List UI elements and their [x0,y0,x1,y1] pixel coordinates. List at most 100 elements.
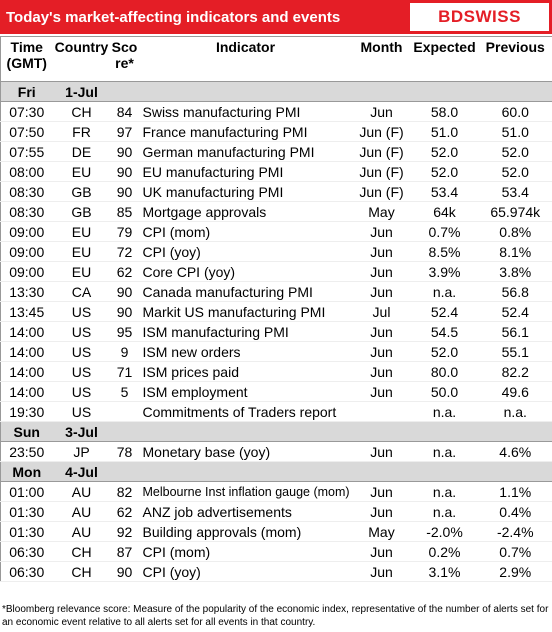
cell: 13:30 [0,281,53,302]
cell: 14:00 [0,321,53,342]
cell: DE [52,141,111,162]
column-header: Month [352,36,411,82]
cell: May [352,521,411,542]
event-row: 23:50 JP 78 Monetary base (yoy) Jun n.a. 4.6% [0,441,552,462]
cell: CH [52,101,111,122]
event-row: 08:30 GB 90 UK manufacturing PMI Jun (F) 53.4… [0,181,552,202]
event-row: 14:00 US 71 ISM prices paid Jun 80.0 82.2 [0,361,552,382]
cell: US [52,341,111,362]
date: 4-Jul [52,461,111,482]
cell: EU [52,221,111,242]
cell: 08:30 [0,201,53,222]
cell: n.a. [410,401,479,422]
cell: Jun [352,281,411,302]
cell: 06:30 [0,541,53,562]
cell: CA [52,281,111,302]
table-body: Fri 1-Jul 07:30 CH 84 Swiss manufacturing PMI… [0,81,552,582]
cell: ISM employment [138,381,353,402]
cell: 0.7% [478,541,552,562]
cell: 82 [110,481,139,502]
cell: Jun [352,101,411,122]
cell: 23:50 [0,441,53,462]
cell: 0.4% [478,501,552,522]
cell: AU [52,501,111,522]
cell: -2.4% [478,521,552,542]
cell: 0.7% [410,221,479,242]
cell: 52.4 [478,301,552,322]
cell: 5 [110,381,139,402]
cell: France manufacturing PMI [138,121,353,142]
cell: 9 [110,341,139,362]
cell: 3.8% [478,261,552,282]
cell: ISM manufacturing PMI [138,321,353,342]
event-row: 06:30 CH 87 CPI (mom) Jun 0.2% 0.7% [0,541,552,562]
cell: US [52,401,111,422]
cell: 78 [110,441,139,462]
cell: ANZ job advertisements [138,501,353,522]
cell: 64k [410,201,479,222]
day: Fri [0,81,53,102]
cell: n.a. [410,281,479,302]
cell: Jun [352,441,411,462]
header-line: Indicator [215,39,276,55]
cell: Commitments of Traders report [138,401,353,422]
day: Mon [0,461,53,482]
cell: 56.1 [478,321,552,342]
cell: GB [52,201,111,222]
header-row: Time (GMT) Country Sco re* Indicator Month Expe… [0,36,552,82]
cell: Canada manufacturing PMI [138,281,353,302]
cell: Jun [352,321,411,342]
cell: 09:00 [0,241,53,262]
event-row: 01:30 AU 62 ANZ job advertisements Jun n.a. 0.… [0,501,552,522]
cell: n.a. [478,401,552,422]
cell: 52.0 [478,161,552,182]
cell: 90 [110,561,139,582]
header-line: Time [10,39,43,55]
cell: Markit US manufacturing PMI [138,301,353,322]
cell: Mortgage approvals [138,201,353,222]
cell: 84 [110,101,139,122]
cell: 01:30 [0,501,53,522]
footnote: *Bloomberg relevance score: Measure of t… [2,604,549,628]
date: 1-Jul [52,81,111,102]
day-fill [110,81,552,102]
day-fill [110,461,552,482]
indicator-table: Time (GMT) Country Sco re* Indicator Month Expe… [0,36,552,582]
day-row: Mon 4-Jul [0,461,552,482]
cell: 07:55 [0,141,53,162]
cell: Jul [352,301,411,322]
cell: 2.9% [478,561,552,582]
cell: 53.4 [410,181,479,202]
header-line: Expected [413,39,476,55]
cell: 50.0 [410,381,479,402]
cell: CH [52,561,111,582]
cell: 54.5 [410,321,479,342]
cell: EU [52,241,111,262]
cell: AU [52,481,111,502]
cell: Jun [352,341,411,362]
cell: 90 [110,161,139,182]
cell: 90 [110,301,139,322]
cell: -2.0% [410,521,479,542]
cell: 62 [110,261,139,282]
cell: CPI (yoy) [138,561,353,582]
cell: Monetary base (yoy) [138,441,353,462]
event-row: 09:00 EU 79 CPI (mom) Jun 0.7% 0.8% [0,221,552,242]
cell: EU [52,261,111,282]
cell: Jun [352,381,411,402]
event-row: 13:45 US 90 Markit US manufacturing PMI Jul 5… [0,301,552,322]
title: Today's market-affecting indicators and … [6,9,341,26]
event-row: 13:30 CA 90 Canada manufacturing PMI Jun n.a.… [0,281,552,302]
cell: 87 [110,541,139,562]
header-line: Sco [111,39,138,55]
cell: 97 [110,121,139,142]
cell: 92 [110,521,139,542]
cell: 52.0 [410,141,479,162]
cell: 09:00 [0,261,53,282]
event-row: 14:00 US 9 ISM new orders Jun 52.0 55.1 [0,341,552,362]
cell: 8.5% [410,241,479,262]
cell: Jun [352,261,411,282]
event-row: 06:30 CH 90 CPI (yoy) Jun 3.1% 2.9% [0,561,552,582]
cell: 3.1% [410,561,479,582]
